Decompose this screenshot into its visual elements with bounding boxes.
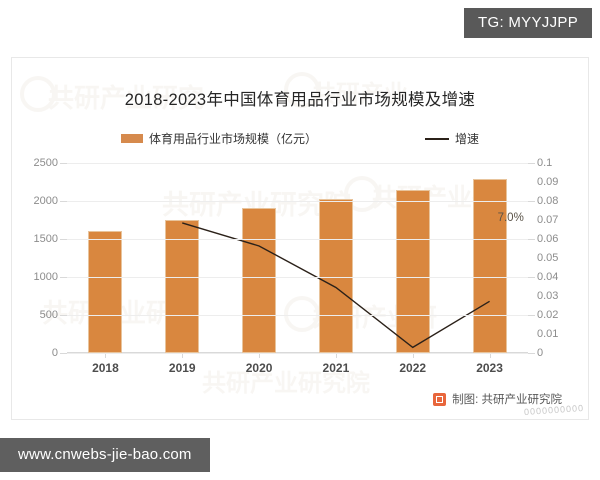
- y-axis-right-tick-label: 0.02: [537, 309, 559, 321]
- gridline: [67, 315, 528, 316]
- y-axis-right-tick-label: 0.01: [537, 328, 559, 340]
- gridline: [67, 163, 528, 164]
- bar-series: [67, 163, 528, 358]
- y-axis-right-tick-label: 0.06: [537, 233, 559, 245]
- y-axis-left-tick-label: 0: [51, 347, 58, 359]
- y-axis-right-tick-label: 0.03: [537, 290, 559, 302]
- source-credit-label: 制图: 共研产业研究院: [452, 394, 562, 406]
- y-axis-tick-mark: [60, 315, 67, 316]
- legend-item-market-size[interactable]: 体育用品行业市场规模（亿元）: [120, 130, 317, 147]
- x-axis-tick-mark: [489, 353, 491, 358]
- plot-area: 7.0% 0 500 1000 1500 2000 2500 0 0.01 0.02 0.03 0.…: [12, 153, 588, 391]
- y-axis-tick-mark: [528, 163, 535, 164]
- y-axis-right-tick-label: 0.04: [537, 271, 559, 283]
- x-axis-tick-mark: [259, 353, 261, 358]
- bar-2022[interactable]: [395, 190, 430, 353]
- legend-line-swatch-icon: [425, 137, 449, 140]
- bar-2020[interactable]: [242, 208, 277, 353]
- y-axis-right-tick-label: 0.1: [537, 157, 553, 169]
- gridline: [67, 277, 528, 278]
- bar-slot: [374, 163, 451, 358]
- y-axis-left-tick-label: 1000: [33, 271, 58, 283]
- bar-2023[interactable]: [472, 179, 507, 353]
- x-axis-tick-mark: [335, 353, 337, 358]
- y-axis-right-tick-label: 0.08: [537, 195, 559, 207]
- gridline: [67, 353, 528, 354]
- bar-slot: [67, 163, 144, 358]
- x-axis-label-2020: 2020: [245, 361, 273, 375]
- x-axis-tick-mark: [105, 353, 107, 358]
- x-axis-label-2023: 2023: [476, 361, 503, 375]
- y-axis-tick-mark: [528, 353, 535, 354]
- plot-canvas: 7.0% 0 500 1000 1500 2000 2500 0 0.01 0.02 0.03 0.…: [34, 157, 559, 359]
- y-axis-tick-mark: [528, 277, 535, 278]
- bar-2018[interactable]: [88, 230, 123, 353]
- legend-label: 体育用品行业市场规模（亿元）: [148, 132, 317, 146]
- y-axis-tick-mark: [60, 277, 67, 278]
- y-axis-left-tick-label: 500: [39, 309, 58, 321]
- url-banner: www.cnwebs-jie-bao.com: [0, 438, 210, 472]
- x-axis-line: [67, 352, 528, 353]
- x-axis-tick-mark: [182, 353, 184, 358]
- bar-slot: [451, 163, 528, 358]
- gridline: [67, 239, 528, 240]
- legend-label: 增速: [455, 132, 480, 146]
- x-axis-label-2018: 2018: [92, 361, 119, 375]
- chart-legend: 体育用品行业市场规模（亿元） 增速: [12, 130, 588, 147]
- gridline: [67, 201, 528, 202]
- y-axis-tick-mark: [60, 239, 67, 240]
- y-axis-right-tick-label: 0: [537, 347, 544, 359]
- x-axis-labels: 2018 2019 2020 2021 2022 2023: [67, 361, 528, 375]
- y-axis-right-tick-label: 0.09: [537, 176, 559, 188]
- y-axis-left-tick-label: 1500: [33, 233, 58, 245]
- chart-title: 2018-2023年中国体育用品行业市场规模及增速: [124, 91, 476, 109]
- bar-slot: [221, 163, 298, 358]
- y-axis-tick-mark: [60, 163, 67, 164]
- y-axis-tick-mark: [528, 315, 535, 316]
- bar-slot: [144, 163, 221, 358]
- x-axis-label-2022: 2022: [399, 361, 427, 375]
- legend-item-growth-rate[interactable]: 增速: [425, 130, 479, 147]
- growth-rate-data-label: 7.0%: [497, 212, 524, 224]
- y-axis-tick-mark: [60, 353, 67, 354]
- gongyan-logo-icon: [433, 392, 447, 406]
- x-axis-label-2019: 2019: [168, 361, 196, 375]
- y-axis-left-tick-label: 2500: [33, 157, 58, 169]
- chart-card: 共研产业研究 共研产业 共研产业研究院 共研产业研 共研产业研究 共研产业研 共…: [11, 57, 589, 420]
- bar-slot: [297, 163, 374, 358]
- y-axis-left-tick-label: 2000: [33, 195, 58, 207]
- y-axis-tick-mark: [528, 239, 535, 240]
- y-axis-tick-mark: [60, 201, 67, 202]
- source-credit: 制图: 共研产业研究院: [433, 391, 562, 407]
- y-axis-tick-mark: [528, 201, 535, 202]
- x-axis-tick-mark: [412, 353, 414, 358]
- y-axis-right-tick-label: 0.05: [537, 252, 559, 264]
- tg-badge: TG: MYYJJPP: [464, 8, 592, 38]
- y-axis-right-tick-label: 0.07: [537, 214, 559, 226]
- x-axis-label-2021: 2021: [322, 361, 350, 375]
- legend-bar-swatch-icon: [120, 134, 143, 143]
